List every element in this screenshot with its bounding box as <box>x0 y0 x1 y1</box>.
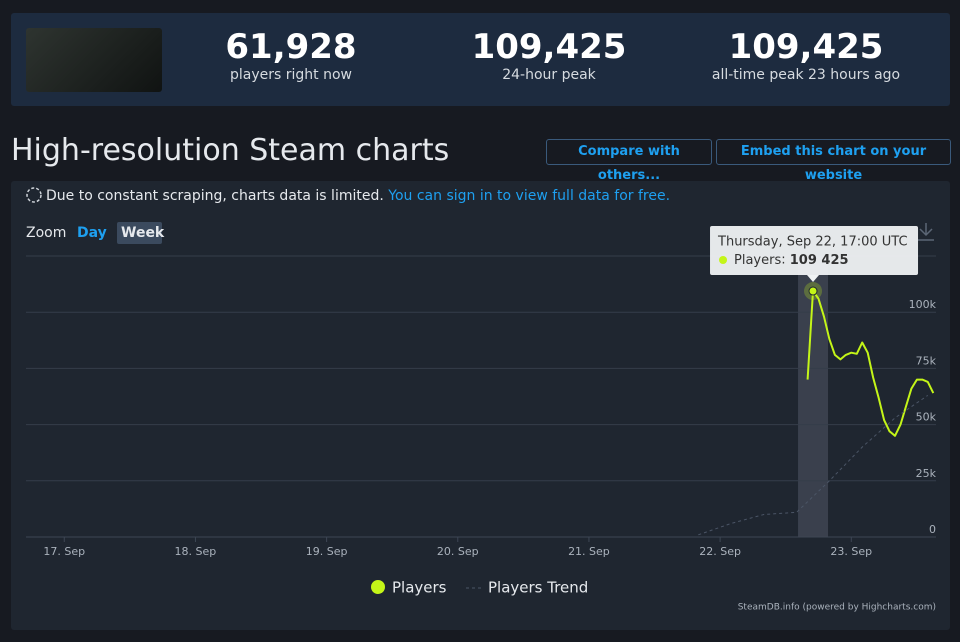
stat-label: all-time peak 23 hours ago <box>711 67 901 83</box>
stat: 61,928 players right now <box>171 27 411 83</box>
legend-label: Players <box>392 579 447 597</box>
x-tick-label: 19. Sep <box>306 545 348 558</box>
stat-label: 24-hour peak <box>502 67 596 83</box>
tooltip-number: 109 425 <box>790 253 849 268</box>
stats-banner: 61,928 players right now 109,425 24-hour p… <box>11 13 950 106</box>
legend-marker <box>371 580 385 594</box>
point <box>808 286 818 296</box>
zoom-selected <box>117 222 162 244</box>
zoom-week[interactable]: Week <box>121 225 165 241</box>
x-tick-label: 20. Sep <box>437 545 479 558</box>
stat: 109,425 all-time peak 23 hours ago <box>686 27 926 83</box>
tooltip-box <box>710 226 919 276</box>
x-tick-label: 18. Sep <box>175 545 217 558</box>
zoom-label: Zoom <box>26 225 66 241</box>
series-line <box>806 290 935 437</box>
y-tick-label: 100k <box>909 298 937 311</box>
y-tick-label: 0 <box>929 523 936 536</box>
stat-value: 109,425 <box>728 27 884 67</box>
stat: 109,425 24-hour peak <box>429 27 669 83</box>
page-title: High-resolution Steam charts <box>11 133 450 168</box>
notice-text: Due to constant scraping, charts data is… <box>46 188 670 204</box>
compare-button[interactable]: Compare with others... <box>546 139 712 183</box>
x-tick-label: 17. Sep <box>43 545 85 558</box>
zoom-day[interactable]: Day <box>77 225 107 241</box>
tooltip-series: Players <box>734 253 781 268</box>
x-tick-label: 22. Sep <box>699 545 741 558</box>
download-icon[interactable] <box>918 223 934 241</box>
tooltip-dot <box>719 256 728 265</box>
embed-button[interactable]: Embed this chart on your website <box>716 139 951 183</box>
notice: Due to constant scraping, charts data is… <box>46 188 384 204</box>
series-line <box>698 394 929 536</box>
tooltip-pointer <box>807 275 820 283</box>
legend-label: Players Trend <box>488 579 588 597</box>
credit: SteamDB.info (powered by Highcharts.com) <box>738 603 936 613</box>
stat-value: 109,425 <box>471 27 627 67</box>
notice-icon <box>26 187 42 203</box>
y-tick-label: 75k <box>916 354 937 367</box>
x-tick-label: 21. Sep <box>568 545 610 558</box>
y-tick-label: 50k <box>916 411 937 424</box>
stat-value: 61,928 <box>225 27 357 67</box>
x-tick-label: 23. Sep <box>830 545 872 558</box>
y-tick-label: 25k <box>916 467 937 480</box>
game-logo[interactable] <box>26 28 162 92</box>
sign-in-link[interactable]: You can sign in to view full data for fr… <box>387 188 670 204</box>
tooltip-value: Players: 109 425 <box>734 253 849 268</box>
tooltip-title: Thursday, Sep 22, 17:00 UTC <box>717 235 908 250</box>
stat-label: players right now <box>230 67 352 83</box>
